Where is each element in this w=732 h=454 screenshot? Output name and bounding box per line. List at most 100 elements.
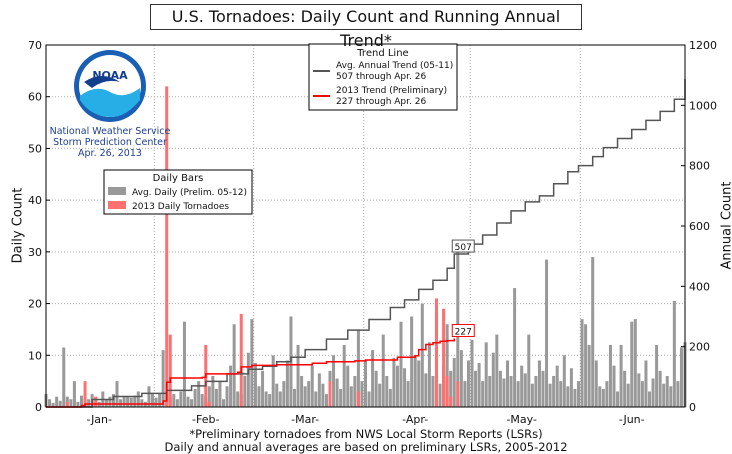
avg-daily-bar — [332, 355, 335, 407]
avg-daily-bar — [76, 402, 79, 407]
legend-2013-bar-label: 2013 Daily Tornadoes — [132, 202, 229, 212]
avg-daily-bar — [623, 371, 626, 407]
y2-tick-label: 400 — [689, 280, 710, 293]
avg-daily-bar — [573, 389, 576, 407]
avg-daily-bar — [673, 301, 676, 407]
avg-daily-bar — [222, 399, 225, 407]
y-axis-title: Daily Count — [11, 186, 26, 266]
avg-daily-bar — [243, 376, 246, 407]
footnote-1: *Preliminary tornadoes from NWS Local St… — [0, 427, 732, 441]
avg-daily-bar — [566, 386, 569, 407]
avg-daily-bar — [190, 399, 193, 407]
avg-daily-bar — [488, 376, 491, 407]
avg-daily-bar — [666, 376, 669, 407]
avg-daily-bar — [197, 381, 200, 407]
avg-daily-bar — [499, 371, 502, 407]
daily-2013-bar — [449, 397, 452, 407]
avg-daily-bar — [616, 391, 619, 407]
avg-daily-bar — [119, 399, 122, 407]
daily-2013-bar — [208, 402, 211, 407]
avg-daily-bar — [247, 353, 250, 407]
avg-daily-bar — [364, 360, 367, 407]
avg-daily-bar — [307, 381, 310, 407]
avg-daily-bar — [602, 389, 605, 407]
avg-daily-bar — [336, 379, 339, 407]
avg-daily-bar — [531, 384, 534, 407]
daily-2013-bar — [357, 391, 360, 407]
avg-daily-bar — [346, 366, 349, 407]
avg-daily-bar — [605, 381, 608, 407]
avg-daily-bar — [410, 317, 413, 408]
avg-daily-bar — [520, 366, 523, 407]
avg-daily-bar — [115, 381, 118, 407]
daily-2013-bar — [84, 381, 87, 407]
legend-avg-label-2: 507 through Apr. 26 — [336, 72, 426, 82]
avg-daily-bar — [541, 371, 544, 407]
avg-daily-bar — [620, 345, 623, 407]
avg-daily-bar — [297, 345, 300, 407]
daily-2013-bar — [328, 381, 331, 407]
avg-daily-bar — [133, 396, 136, 407]
avg-daily-bar — [591, 257, 594, 407]
avg-daily-bar — [634, 319, 637, 407]
y2-tick-label: 1200 — [689, 39, 717, 52]
legend-bars: Daily Bars Avg. Daily (Prelim. 05-12) 20… — [104, 170, 252, 214]
avg-daily-bar — [236, 391, 239, 407]
avg-daily-bar — [396, 366, 399, 407]
agency-text-1: National Weather Service — [40, 126, 180, 137]
legend-avg-label-1: Avg. Annual Trend (05-11) — [336, 61, 453, 71]
avg-daily-bar — [495, 335, 498, 407]
x-tick-label: -Jun- — [619, 413, 645, 426]
avg-daily-bar — [59, 401, 62, 407]
avg-daily-bar — [680, 348, 683, 407]
noaa-logo-text: NOAA — [92, 69, 128, 82]
avg-daily-bar — [162, 350, 165, 407]
avg-daily-bar — [314, 391, 317, 407]
avg-daily-bar — [563, 355, 566, 407]
avg-daily-bar — [201, 394, 204, 407]
avg-daily-bar — [265, 391, 268, 407]
avg-daily-bar — [151, 394, 154, 407]
noaa-logo: NOAA — [74, 50, 146, 122]
avg-daily-bar — [62, 348, 65, 407]
avg-daily-bar — [172, 394, 175, 407]
avg-daily-bar — [272, 355, 275, 407]
y-tick-label: 10 — [28, 349, 42, 362]
avg-daily-bar — [318, 373, 321, 407]
avg-daily-bar — [194, 389, 197, 407]
avg-daily-bar — [510, 376, 513, 407]
avg-daily-bar — [588, 345, 591, 407]
avg-daily-bar — [126, 397, 129, 407]
y-tick-label: 30 — [28, 246, 42, 259]
avg-daily-bar — [215, 389, 218, 407]
avg-daily-bar — [226, 386, 229, 407]
legend-avg-bar-swatch — [108, 187, 126, 195]
avg-daily-bar — [485, 342, 488, 407]
avg-daily-bar — [321, 384, 324, 407]
y2-axis-title: Annual Count — [720, 181, 732, 271]
avg-daily-bar — [570, 368, 573, 407]
chart-title: U.S. Tornadoes: Daily Count and Running … — [150, 4, 582, 30]
avg-daily-bar — [279, 391, 282, 407]
avg-daily-bar — [343, 345, 346, 407]
avg-daily-bar — [662, 384, 665, 407]
y2-tick-label: 800 — [689, 160, 710, 173]
agency-text-3: Apr. 26, 2013 — [40, 148, 180, 159]
daily-2013-bar — [456, 381, 459, 407]
avg-daily-bar — [545, 260, 548, 407]
x-tick-label: -May- — [506, 413, 537, 426]
avg-daily-bar — [474, 371, 477, 407]
avg-daily-bar — [108, 397, 111, 407]
x-tick-label: -Jan- — [86, 413, 112, 426]
x-tick-label: -Mar- — [291, 413, 319, 426]
avg-daily-bar — [527, 335, 530, 407]
avg-daily-bar — [186, 397, 189, 407]
avg-daily-bar — [158, 394, 161, 407]
avg-daily-bar — [417, 360, 420, 407]
avg-daily-bar — [609, 345, 612, 407]
avg-daily-bar — [311, 366, 314, 407]
avg-daily-bar — [517, 381, 520, 407]
avg-daily-bar — [261, 371, 264, 407]
y-tick-label: 70 — [28, 39, 42, 52]
avg-daily-bar — [304, 386, 307, 407]
